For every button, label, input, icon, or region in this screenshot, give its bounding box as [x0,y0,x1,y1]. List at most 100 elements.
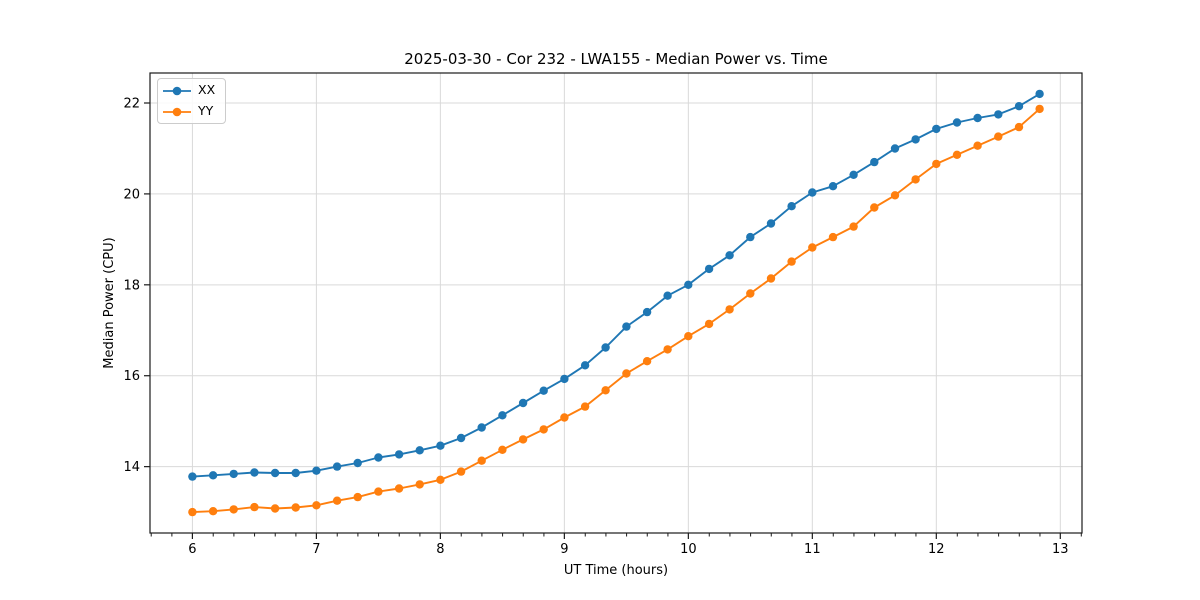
data-point [270,504,280,513]
series-yy-markers [188,104,1044,517]
legend-item-xx: XX [163,81,225,100]
data-point [601,343,610,352]
data-point [704,319,714,329]
data-point [477,423,486,432]
series-yy-line [192,108,1041,514]
data-point [994,132,1003,141]
data-point [746,232,755,242]
chart-title: 2025-03-30 - Cor 232 - LWA155 - Median P… [404,50,828,68]
data-point [1014,122,1024,132]
data-point [828,232,838,242]
data-point [456,467,466,476]
data-point [890,191,900,200]
data-point [208,471,218,480]
x-ticks: 6 7 8 9 10 11 12 13 [188,533,1069,557]
data-point [911,175,920,184]
data-point [766,219,776,228]
data-point [580,361,590,370]
data-point [952,150,962,159]
data-point [353,492,362,502]
data-point [332,496,342,505]
y-tick-label: 16 [123,369,140,384]
data-point [642,307,652,317]
x-tick-label: 8 [436,542,444,557]
legend-line-marker-xx-icon [163,86,191,95]
x-tick-label: 9 [560,542,568,557]
data-point [456,433,466,443]
data-point [808,188,817,197]
x-axis-label: UT Time (hours) [563,563,669,578]
data-point [415,446,424,455]
x-tick-label: 12 [928,542,945,557]
data-point [932,159,941,169]
x-tick-label: 13 [1052,542,1069,557]
data-point [394,450,404,459]
y-tick-label: 22 [123,97,140,112]
data-point [518,398,528,408]
legend-line-marker-yy-icon [163,107,191,116]
data-point [787,257,796,266]
data-point [1014,102,1024,111]
data-point [270,468,280,478]
data-point [580,402,590,411]
data-point [332,462,342,471]
data-point [436,441,445,450]
data-point [642,357,652,366]
data-point [994,110,1003,119]
y-tick-label: 18 [123,278,140,293]
data-point [973,113,982,123]
data-point [250,468,259,477]
data-point [849,222,858,231]
data-point [291,468,300,478]
data-point [539,386,548,395]
data-point [312,501,321,510]
legend: XX YY [157,78,226,124]
data-point [394,484,404,493]
data-point [622,322,631,331]
x-minor-ticks [150,533,1082,537]
data-point [663,291,672,300]
data-point [436,475,445,484]
data-point [622,369,631,378]
series-xx-markers [188,89,1044,481]
data-point [539,425,548,434]
data-point [952,118,962,127]
data-point [312,466,321,475]
data-point [518,435,528,444]
data-point [828,182,838,191]
data-point [415,480,424,489]
x-tick-label: 6 [188,542,196,557]
data-point [291,503,300,512]
data-point [870,157,879,167]
data-point [1035,104,1044,114]
grid-lines [150,73,1082,533]
data-point [498,411,507,420]
y-tick-label: 20 [123,187,140,202]
data-point [973,141,982,150]
x-tick-label: 11 [804,542,821,557]
data-point [374,487,383,496]
data-point [808,243,817,252]
x-tick-label: 7 [312,542,320,557]
y-tick-label: 14 [123,460,140,475]
data-point [890,144,900,153]
legend-item-yy: YY [163,102,225,121]
data-point [766,274,776,283]
data-point [188,507,197,517]
data-point [684,332,693,341]
data-point [787,202,796,211]
data-point [477,456,486,465]
data-point [663,345,672,354]
data-point [250,502,259,512]
data-point [932,124,941,134]
y-ticks: 14 16 18 20 22 [123,97,150,475]
data-point [498,445,507,454]
data-point [374,453,383,462]
legend-label-xx: XX [198,82,216,98]
data-point [704,264,714,274]
data-point [229,505,238,514]
data-point [229,469,238,479]
legend-label-yy: YY [198,103,214,119]
